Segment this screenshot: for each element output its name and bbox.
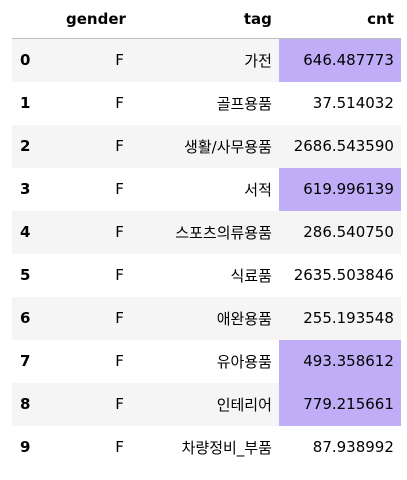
table-row: 2 F 생활/사무용품 2686.543590 (12, 124, 401, 168)
cnt-cell: 255.193548 (278, 296, 401, 340)
cnt-cell: 37.514032 (278, 81, 401, 125)
tag-cell: 애완용품 (132, 296, 279, 340)
cnt-cell: 646.487773 (278, 38, 401, 82)
gender-cell: F (66, 124, 133, 168)
row-index: 4 (12, 210, 66, 254)
row-index: 3 (12, 167, 66, 211)
table-row: 0 F 가전 646.487773 (12, 38, 401, 82)
cnt-cell: 286.540750 (278, 210, 401, 254)
tag-column-header: tag (132, 0, 279, 39)
row-index: 7 (12, 339, 66, 383)
row-index: 8 (12, 382, 66, 426)
gender-column-header: gender (66, 0, 133, 39)
gender-cell: F (66, 339, 133, 383)
gender-cell: F (66, 253, 133, 297)
gender-cell: F (66, 425, 133, 469)
table-row: 8 F 인테리어 779.215661 (12, 382, 401, 426)
row-index: 9 (12, 425, 66, 469)
gender-cell: F (66, 38, 133, 82)
tag-cell: 식료품 (132, 253, 279, 297)
table-row: 3 F 서적 619.996139 (12, 167, 401, 211)
dataframe-table: gender tag cnt 0 F 가전 646.487773 1 F 골프용… (12, 0, 401, 469)
table-row: 4 F 스포츠의류용품 286.540750 (12, 210, 401, 254)
tag-cell: 서적 (132, 167, 279, 211)
tag-cell: 골프용품 (132, 81, 279, 125)
cnt-cell: 619.996139 (278, 167, 401, 211)
tag-cell: 가전 (132, 38, 279, 82)
table-row: 6 F 애완용품 255.193548 (12, 296, 401, 340)
tag-cell: 유아용품 (132, 339, 279, 383)
header-row: gender tag cnt (12, 0, 401, 39)
cnt-cell: 2686.543590 (278, 124, 401, 168)
tag-cell: 생활/사무용품 (132, 124, 279, 168)
row-index: 1 (12, 81, 66, 125)
cnt-cell: 493.358612 (278, 339, 401, 383)
gender-cell: F (66, 382, 133, 426)
tag-cell: 차량정비_부품 (132, 425, 279, 469)
row-index: 6 (12, 296, 66, 340)
table-row: 5 F 식료품 2635.503846 (12, 253, 401, 297)
cnt-cell: 87.938992 (278, 425, 401, 469)
cnt-cell: 779.215661 (278, 382, 401, 426)
tag-cell: 스포츠의류용품 (132, 210, 279, 254)
tag-cell: 인테리어 (132, 382, 279, 426)
gender-cell: F (66, 81, 133, 125)
table-body: 0 F 가전 646.487773 1 F 골프용품 37.514032 2 F… (12, 38, 401, 469)
row-index: 5 (12, 253, 66, 297)
table-header: gender tag cnt (12, 0, 401, 39)
gender-cell: F (66, 296, 133, 340)
gender-cell: F (66, 167, 133, 211)
cnt-column-header: cnt (278, 0, 401, 39)
table-row: 1 F 골프용품 37.514032 (12, 81, 401, 125)
table-row: 9 F 차량정비_부품 87.938992 (12, 425, 401, 469)
row-index: 0 (12, 38, 66, 82)
row-index: 2 (12, 124, 66, 168)
index-column-header (12, 0, 66, 39)
cnt-cell: 2635.503846 (278, 253, 401, 297)
gender-cell: F (66, 210, 133, 254)
table-row: 7 F 유아용품 493.358612 (12, 339, 401, 383)
